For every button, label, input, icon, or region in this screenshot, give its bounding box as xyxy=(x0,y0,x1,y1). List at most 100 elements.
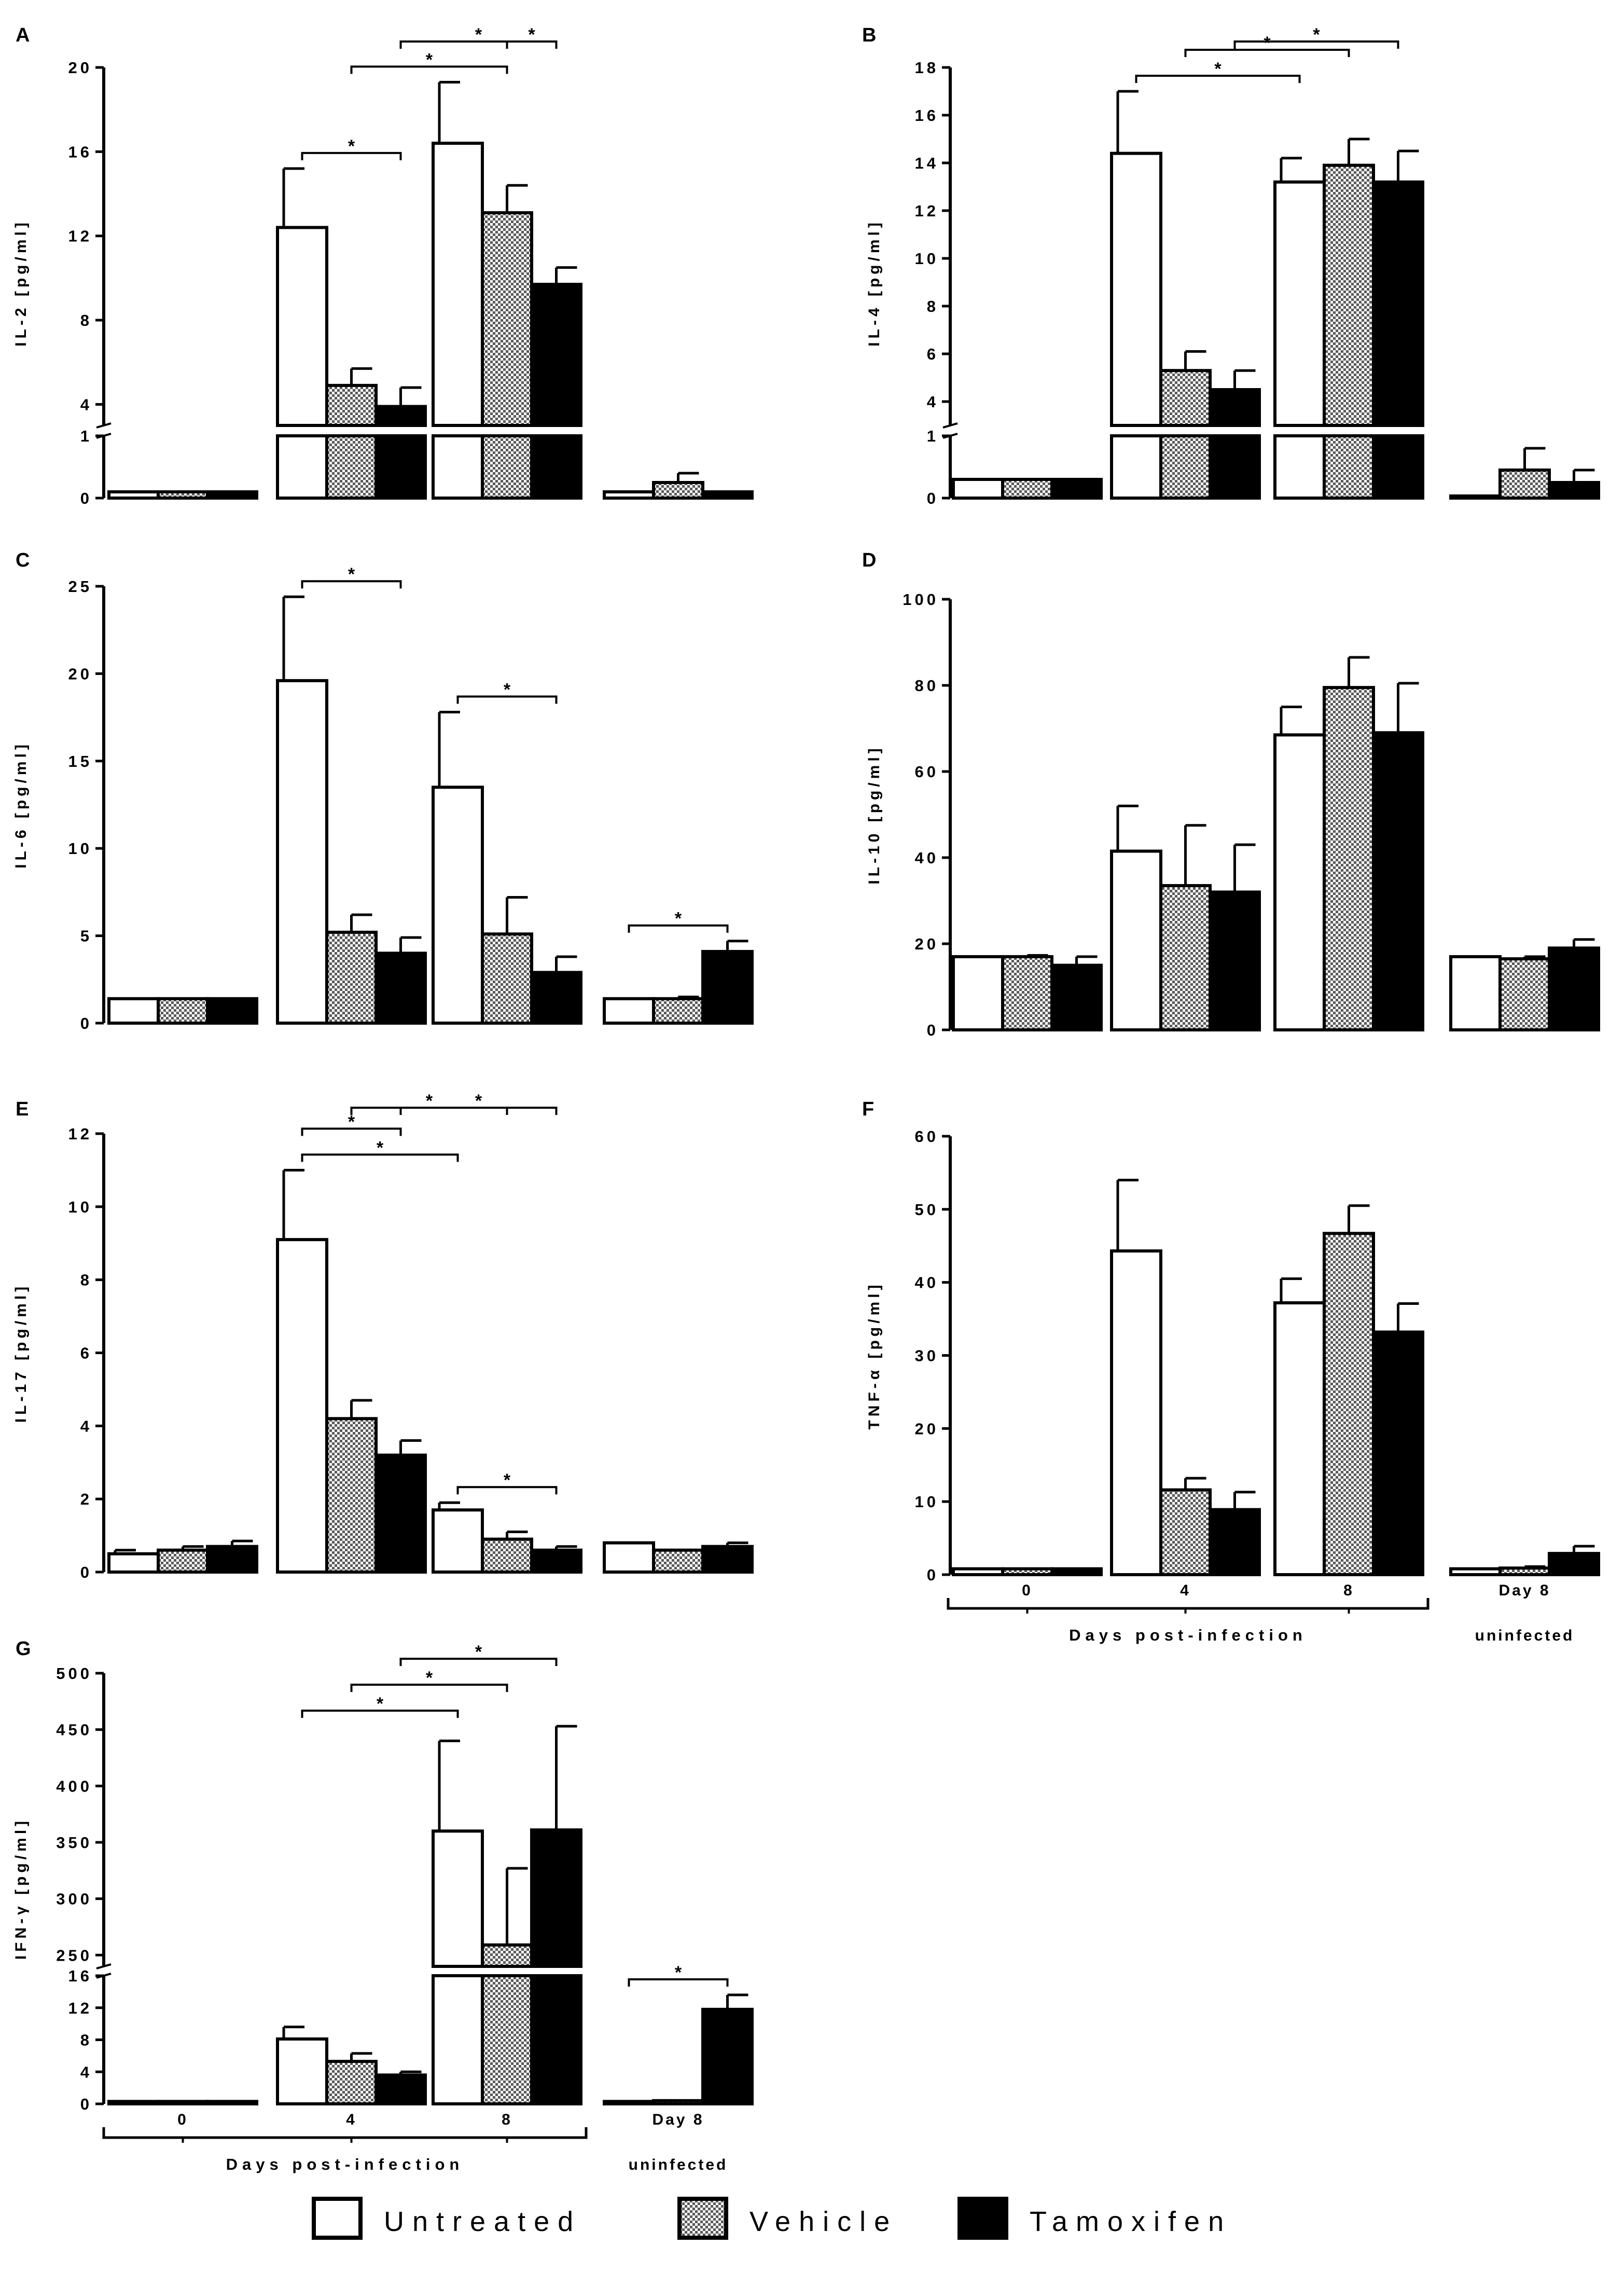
panel-g: G IFN-γ [pg/ml] 0 4 8 12 16 250 300 350 400 450 500 *… xyxy=(12,1638,754,2113)
bar xyxy=(374,405,427,427)
bar xyxy=(432,142,484,427)
significance-star: * xyxy=(426,50,433,70)
bar xyxy=(530,1828,582,1968)
bar xyxy=(107,997,160,1025)
bar xyxy=(652,2099,704,2105)
axis-break-gap xyxy=(1109,428,1163,433)
y-tick-label: 20 xyxy=(915,935,939,953)
panel-letter: C xyxy=(16,549,30,571)
axis-break-gap xyxy=(1158,428,1213,433)
y-tick-label: 0 xyxy=(927,1021,939,1039)
y-tick-label: 1 xyxy=(80,427,92,445)
significance-bracket xyxy=(1184,49,1350,57)
bar xyxy=(1498,1566,1551,1576)
bar-lower-segment xyxy=(276,434,328,500)
significance-star: * xyxy=(528,25,535,45)
significance-bracket xyxy=(628,1978,729,1987)
x-group-label: 8 xyxy=(502,2111,512,2128)
axis-break-gap xyxy=(1207,428,1262,433)
y-tick-label: 10 xyxy=(915,250,939,268)
bar xyxy=(157,490,209,500)
y-tick-label: 8 xyxy=(80,2031,92,2049)
axis-break-mark xyxy=(96,1963,112,1969)
bar xyxy=(1449,1567,1502,1577)
panel-letter: E xyxy=(16,1098,29,1120)
bar xyxy=(1110,151,1162,428)
y-tick-label: 6 xyxy=(80,1344,92,1362)
x-group-sublabel: uninfected xyxy=(1475,1627,1575,1644)
panel-letter: F xyxy=(862,1098,874,1120)
axis-break-gap xyxy=(431,1969,485,1973)
y-tick-label: 0 xyxy=(927,1566,939,1584)
bar xyxy=(701,2007,754,2105)
significance-bracket xyxy=(301,151,402,160)
y-tick-label: 300 xyxy=(56,1890,92,1908)
x-group-label: 4 xyxy=(346,2111,357,2128)
significance-star: * xyxy=(426,1668,433,1688)
bar xyxy=(1449,955,1502,1032)
significance-star: * xyxy=(1214,59,1222,79)
bar xyxy=(325,383,378,427)
bar xyxy=(1001,955,1053,1032)
bar xyxy=(325,1417,378,1574)
x-group-label: 0 xyxy=(177,2111,188,2128)
bar-lower-segment xyxy=(1372,434,1424,500)
y-tick-label: 500 xyxy=(56,1664,92,1683)
axis-break-gap xyxy=(480,1969,534,1973)
bar xyxy=(276,2037,328,2106)
significance-bracket xyxy=(399,1107,558,1115)
y-tick-label: 25 xyxy=(68,577,92,596)
bar xyxy=(1273,180,1326,427)
y-tick-label: 16 xyxy=(68,1967,92,1985)
bar xyxy=(374,2073,427,2106)
bar-lower-segment xyxy=(481,1974,533,2105)
x-group-label: 8 xyxy=(1343,1582,1354,1599)
bar xyxy=(1110,849,1162,1032)
y-tick-label: 400 xyxy=(56,1777,92,1795)
y-tick-label: 60 xyxy=(915,1127,939,1146)
significance-bracket xyxy=(301,1153,459,1162)
y-tick-label: 12 xyxy=(68,1999,92,2017)
y-tick-label: 4 xyxy=(927,393,939,411)
bar xyxy=(276,679,328,1025)
y-tick-label: 12 xyxy=(68,1125,92,1143)
significance-star: * xyxy=(348,564,355,584)
y-tick-label: 8 xyxy=(80,1271,92,1289)
y-tick-label: 10 xyxy=(68,839,92,858)
significance-star: * xyxy=(377,1694,384,1714)
bar-lower-segment xyxy=(432,434,484,500)
bar xyxy=(1110,1249,1162,1577)
bar xyxy=(1498,469,1551,500)
bar xyxy=(1273,733,1326,1031)
y-tick-label: 2 xyxy=(80,1490,92,1508)
bar xyxy=(1159,1488,1212,1576)
panel-e: E IL-17 [pg/ml] 0 2 4 6 8 10 12 * * * * * xyxy=(12,1091,754,1581)
bar xyxy=(206,490,258,500)
y-axis-label: IL-2 [pg/ml] xyxy=(12,219,30,347)
panel-c: C IL-6 [pg/ml] 0 5 10 15 20 25 * * * xyxy=(12,549,754,1032)
y-tick-label: 80 xyxy=(915,677,939,695)
panel-letter: G xyxy=(16,1638,31,1660)
legend-item-vehicle: Vehicle xyxy=(677,2197,890,2240)
days-bracket xyxy=(102,2127,588,2139)
bar xyxy=(432,1508,484,1574)
y-tick-label: 16 xyxy=(68,143,92,161)
bar xyxy=(530,283,582,427)
y-tick-label: 15 xyxy=(68,752,92,770)
bar xyxy=(206,2100,258,2105)
y-axis-label: TNF-α [pg/ml] xyxy=(866,1281,883,1429)
y-axis-label: IL-6 [pg/ml] xyxy=(12,741,30,869)
significance-star: * xyxy=(475,25,482,45)
y-tick-label: 12 xyxy=(915,202,939,220)
bar xyxy=(374,952,427,1025)
y-tick-label: 20 xyxy=(915,1420,939,1438)
significance-star: * xyxy=(1264,33,1271,53)
bar xyxy=(1372,180,1424,427)
bar xyxy=(157,997,209,1025)
bar-lower-segment xyxy=(481,434,533,500)
y-tick-label: 16 xyxy=(915,106,939,125)
bar xyxy=(481,211,533,427)
y-tick-label: 1 xyxy=(927,427,939,445)
bar xyxy=(374,1453,427,1574)
bar-lower-segment xyxy=(530,1974,582,2105)
